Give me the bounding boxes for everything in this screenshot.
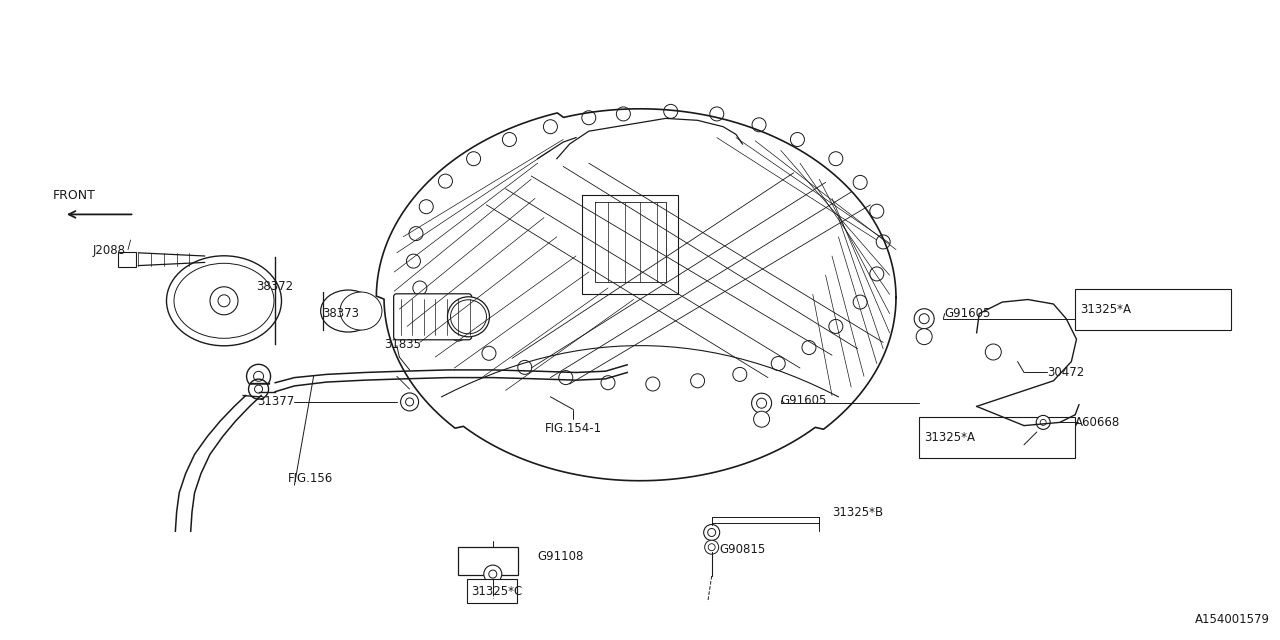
Circle shape xyxy=(754,412,769,428)
Circle shape xyxy=(705,540,718,554)
Circle shape xyxy=(751,393,772,413)
Text: 38372: 38372 xyxy=(256,280,293,293)
Text: J2088: J2088 xyxy=(92,244,125,257)
Text: FIG.154-1: FIG.154-1 xyxy=(545,422,602,435)
Text: 31377: 31377 xyxy=(257,396,294,408)
Circle shape xyxy=(916,329,932,344)
FancyBboxPatch shape xyxy=(467,579,517,604)
Ellipse shape xyxy=(451,300,486,334)
Circle shape xyxy=(248,379,269,399)
Circle shape xyxy=(247,364,270,388)
Text: FIG.156: FIG.156 xyxy=(288,472,333,485)
Circle shape xyxy=(401,393,419,411)
Text: 31325*A: 31325*A xyxy=(1080,303,1132,316)
FancyBboxPatch shape xyxy=(919,417,1075,458)
Text: 31835: 31835 xyxy=(384,338,421,351)
Text: G91605: G91605 xyxy=(945,307,991,320)
Text: 30472: 30472 xyxy=(1047,366,1084,379)
Text: A60668: A60668 xyxy=(1075,416,1120,429)
Text: 31325*C: 31325*C xyxy=(471,586,522,598)
Circle shape xyxy=(914,308,934,329)
FancyBboxPatch shape xyxy=(458,547,518,575)
Circle shape xyxy=(704,525,719,540)
Text: FRONT: FRONT xyxy=(52,189,96,202)
Circle shape xyxy=(484,565,502,583)
Text: G91605: G91605 xyxy=(781,394,827,406)
Circle shape xyxy=(1037,415,1050,429)
FancyBboxPatch shape xyxy=(118,252,136,266)
Circle shape xyxy=(210,287,238,315)
Ellipse shape xyxy=(321,290,375,332)
Ellipse shape xyxy=(340,292,381,330)
FancyBboxPatch shape xyxy=(1075,289,1231,330)
Text: G91108: G91108 xyxy=(538,550,584,563)
Text: A154001579: A154001579 xyxy=(1194,613,1270,626)
Ellipse shape xyxy=(448,297,489,337)
FancyBboxPatch shape xyxy=(394,294,471,340)
Ellipse shape xyxy=(174,263,274,339)
Text: 38373: 38373 xyxy=(323,307,360,320)
Ellipse shape xyxy=(166,256,282,346)
Text: 31325*B: 31325*B xyxy=(832,506,883,518)
Text: G90815: G90815 xyxy=(719,543,765,556)
Text: 31325*A: 31325*A xyxy=(924,431,975,444)
